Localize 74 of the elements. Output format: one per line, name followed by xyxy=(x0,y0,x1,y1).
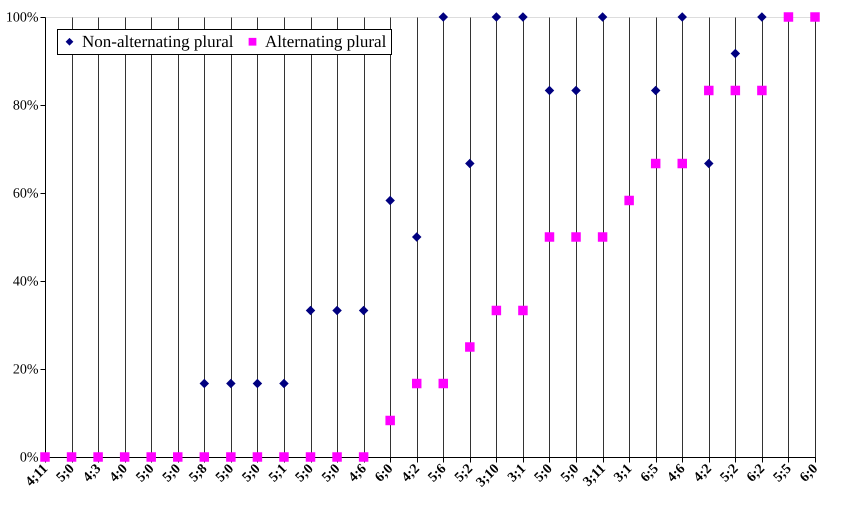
point xyxy=(252,378,262,388)
point xyxy=(200,378,210,388)
point xyxy=(492,306,502,316)
point xyxy=(385,416,395,426)
point xyxy=(704,86,714,96)
point xyxy=(624,196,634,206)
point xyxy=(678,158,687,168)
x-tick-label: 6;0 xyxy=(797,462,822,486)
point xyxy=(226,378,236,388)
x-tick-label: 5;1 xyxy=(266,462,290,486)
x-tick-label: 4;2 xyxy=(399,462,423,486)
point xyxy=(518,12,528,22)
point xyxy=(571,86,581,96)
point xyxy=(757,12,767,22)
point xyxy=(784,12,794,22)
point xyxy=(332,306,342,316)
y-tick-label: 100% xyxy=(6,10,39,26)
y-tick-label: 40% xyxy=(12,274,39,290)
point xyxy=(412,378,422,388)
x-tick-label: 4;6 xyxy=(346,462,370,486)
x-tick-label: 4;3 xyxy=(80,462,104,486)
x-tick-label: 5;0 xyxy=(213,462,238,486)
point xyxy=(279,378,289,388)
point xyxy=(544,232,554,242)
y-tick-label: 80% xyxy=(12,98,39,114)
point xyxy=(306,306,316,316)
x-tick-label: 5;0 xyxy=(240,462,264,486)
x-tick-label: 4;0 xyxy=(107,462,131,486)
x-tick-label: 3;1 xyxy=(611,462,636,486)
x-tick-label: 5;6 xyxy=(426,462,450,486)
point xyxy=(730,86,740,96)
point xyxy=(438,378,448,388)
x-tick-label: 5;0 xyxy=(134,462,158,486)
x-tick-label: 6;5 xyxy=(638,462,662,486)
point xyxy=(438,12,448,22)
x-tick-label: 3;1 xyxy=(505,462,530,486)
x-tick-label: 5;0 xyxy=(319,462,344,486)
x-tick-label: 5;0 xyxy=(54,462,78,486)
point xyxy=(810,12,820,22)
x-tick-label: 5;0 xyxy=(160,462,184,486)
x-tick-label: 5;2 xyxy=(452,462,476,486)
x-tick-label: 5;2 xyxy=(718,462,742,486)
x-tick-label: 6;2 xyxy=(744,462,768,486)
legend-label: Non-alternating plural xyxy=(82,32,234,51)
x-tick-label: 5;0 xyxy=(532,462,556,486)
x-tick-label: 5;8 xyxy=(186,462,210,486)
point xyxy=(757,86,767,96)
point xyxy=(678,12,687,22)
point xyxy=(385,196,395,206)
y-tick-label: 60% xyxy=(12,186,39,202)
x-tick-label: 4;6 xyxy=(664,462,688,486)
point xyxy=(544,86,554,96)
point xyxy=(650,158,660,168)
x-tick-label: 4;2 xyxy=(691,462,715,486)
x-tick-label: 5;0 xyxy=(558,462,582,486)
point xyxy=(650,86,660,96)
point xyxy=(704,158,714,168)
x-tick-label: 5;5 xyxy=(770,462,795,486)
point xyxy=(730,48,740,58)
x-tick-label: 5;0 xyxy=(292,462,317,486)
point xyxy=(492,12,502,22)
x-tick-label: 3;10 xyxy=(474,462,503,490)
point xyxy=(465,342,475,352)
y-tick-label: 20% xyxy=(12,362,39,378)
x-tick-label: 3;11 xyxy=(580,462,609,490)
point xyxy=(571,232,581,242)
legend-label: Alternating plural xyxy=(265,32,387,51)
point xyxy=(518,306,528,316)
point xyxy=(358,306,368,316)
point xyxy=(598,12,608,22)
point xyxy=(412,232,422,242)
point xyxy=(598,232,608,242)
point xyxy=(465,158,475,168)
x-tick-label: 6;0 xyxy=(372,462,396,486)
